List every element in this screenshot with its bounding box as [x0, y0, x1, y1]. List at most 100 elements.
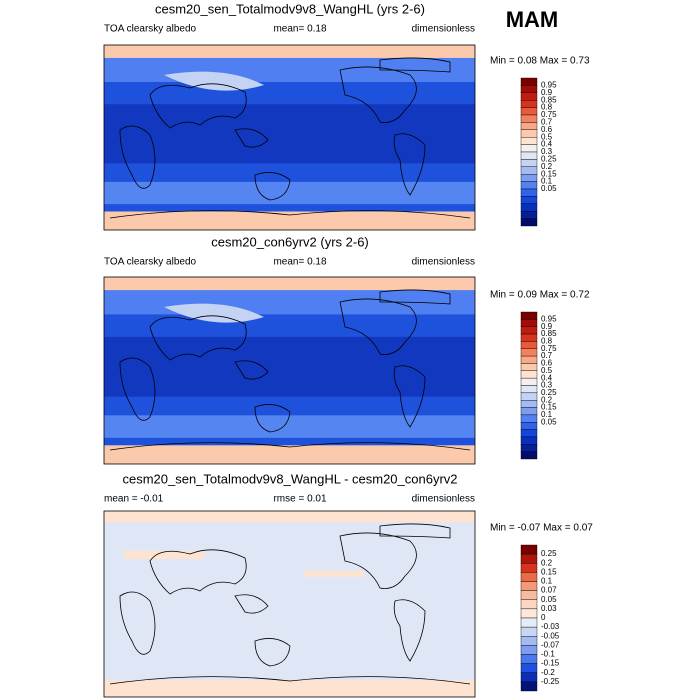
- coastline: [149, 549, 247, 595]
- left-label: mean = -0.01: [104, 494, 164, 505]
- colorbar-box: [520, 370, 538, 379]
- colorbar-box: [520, 348, 538, 357]
- left-label: TOA clearsky albedo: [104, 257, 197, 268]
- tropics: [104, 336, 475, 397]
- coastline: [234, 360, 269, 380]
- coastline: [149, 83, 247, 129]
- colorbar-label: 0.05: [541, 595, 557, 604]
- min-max: Min = 0.08 Max = 0.73: [490, 56, 590, 67]
- colorbar-label: 0.85: [541, 329, 557, 338]
- coastline: [119, 357, 156, 421]
- coastline: [379, 57, 451, 73]
- colorbar-box: [520, 218, 538, 227]
- colorbar-box: [520, 422, 538, 430]
- colorbar-box: [520, 377, 538, 386]
- colorbar-box: [520, 107, 538, 116]
- colorbar-box: [520, 654, 538, 664]
- colorbar-label: 0.5: [541, 366, 553, 375]
- map-frame: [103, 44, 476, 231]
- colorbar-label: 0.6: [541, 359, 553, 368]
- colorbar-box: [520, 85, 538, 94]
- coastline: [119, 591, 156, 655]
- colorbar-label: 0.25: [541, 549, 557, 558]
- colorbar-label: 0.3: [541, 147, 553, 156]
- colorbar-label: 0.15: [541, 169, 557, 178]
- colorbar-label: -0.07: [541, 640, 560, 649]
- coastline: [254, 404, 291, 433]
- colorbar-box: [520, 392, 538, 401]
- colorbar-box: [520, 599, 538, 610]
- colorbar-label: 0.7: [541, 118, 553, 127]
- right-label: dimensionless: [412, 494, 475, 505]
- colorbar-label: 0.15: [541, 567, 557, 576]
- colorbar-label: 0.8: [541, 337, 553, 346]
- patch: [124, 551, 364, 577]
- colorbar-box: [520, 572, 538, 582]
- colorbar-box: [520, 333, 538, 342]
- colorbar-box: [520, 311, 538, 320]
- center-label: rmse = 0.01: [273, 494, 327, 505]
- colorbar-box: [520, 341, 538, 349]
- colorbar-box: [520, 196, 538, 204]
- coastline: [393, 599, 426, 662]
- colorbar-label: -0.05: [541, 631, 560, 640]
- colorbar-box: [520, 414, 538, 423]
- panel-title: cesm20_sen_Totalmodv9v8_WangHL - cesm20_…: [122, 471, 457, 486]
- colorbar-label: -0.1: [541, 650, 555, 659]
- colorbar-box: [520, 92, 538, 101]
- colorbar-label: 0.2: [541, 162, 553, 171]
- colorbar-label: 0.95: [541, 81, 557, 90]
- colorbar-box: [520, 672, 538, 683]
- colorbar-label: 0.5: [541, 132, 553, 141]
- colorbar-box: [520, 188, 538, 197]
- colorbar-label: 0.2: [541, 395, 553, 404]
- colorbar-box: [520, 400, 538, 408]
- colorbar-label: -0.03: [541, 622, 560, 631]
- arctic: [104, 45, 475, 58]
- coastline: [339, 298, 417, 355]
- colorbar-box: [520, 203, 538, 212]
- colorbar-box: [520, 436, 538, 445]
- colorbar-label: 0.75: [541, 344, 557, 353]
- colorbar-label: 0.05: [541, 184, 557, 193]
- map-frame: [103, 276, 476, 465]
- coastline: [234, 594, 269, 614]
- colorbar-box: [520, 626, 538, 637]
- map-frame: [103, 510, 476, 698]
- coastline: [379, 289, 451, 305]
- colorbar-box: [520, 681, 538, 692]
- colorbar-label: 0.1: [541, 177, 553, 186]
- map: [103, 276, 476, 465]
- colorbar-box: [520, 663, 538, 673]
- colorbar-box: [520, 144, 538, 153]
- coastline: [393, 365, 426, 428]
- arctic: [104, 511, 475, 523]
- colorbar-box: [520, 407, 538, 416]
- snow: [164, 71, 264, 91]
- colorbar-label: 0.4: [541, 140, 553, 149]
- colorbar-box: [520, 122, 538, 131]
- coastline: [379, 523, 451, 539]
- colorbar-box: [520, 99, 538, 108]
- colorbar-box: [520, 563, 538, 573]
- colorbar-box: [520, 581, 538, 591]
- colorbar-label: 0.7: [541, 351, 553, 360]
- tropics: [104, 104, 475, 164]
- colorbar-box: [520, 166, 538, 175]
- center-label: mean= 0.18: [273, 24, 327, 35]
- colorbar-box: [520, 173, 538, 182]
- coastline: [109, 442, 471, 451]
- colorbar-box: [520, 385, 538, 394]
- colorbar-box: [520, 151, 538, 160]
- panels: cesm20_sen_Totalmodv9v8_WangHL (yrs 2-6)…: [103, 1, 593, 698]
- colorbar-box: [520, 590, 538, 600]
- antarctic: [104, 445, 475, 464]
- colorbar-box: [520, 326, 538, 335]
- panel: cesm20_sen_Totalmodv9v8_WangHL (yrs 2-6)…: [103, 1, 590, 231]
- colorbar-label: 0.07: [541, 586, 557, 595]
- colorbar-box: [520, 77, 538, 86]
- panel: cesm20_sen_Totalmodv9v8_WangHL - cesm20_…: [103, 471, 593, 698]
- colorbar-label: 0.6: [541, 125, 553, 134]
- map: [103, 44, 476, 231]
